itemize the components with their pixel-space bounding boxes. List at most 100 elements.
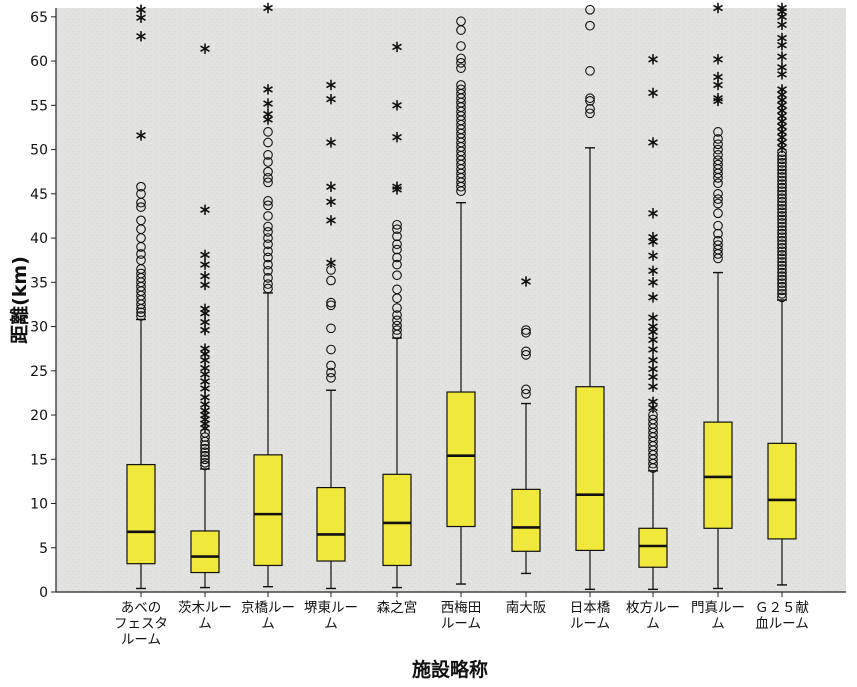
outlier-marker xyxy=(777,182,787,193)
outlier-marker xyxy=(392,252,402,263)
outlier-marker xyxy=(263,252,273,263)
y-tick-label: 20 xyxy=(30,408,48,424)
iqr-box xyxy=(767,442,797,540)
outlier-marker xyxy=(777,186,787,197)
outlier-marker xyxy=(392,219,402,230)
outlier-marker xyxy=(263,259,273,270)
extreme-stroke xyxy=(200,371,210,378)
extreme-stroke xyxy=(648,209,658,217)
extreme-marker xyxy=(326,181,336,192)
extreme-stroke xyxy=(326,81,336,89)
outlier-marker xyxy=(777,200,787,211)
extreme-marker xyxy=(648,265,658,276)
outlier-marker xyxy=(713,228,723,239)
boxes xyxy=(126,2,797,591)
outlier-marker xyxy=(777,207,787,218)
extreme-stroke xyxy=(136,132,146,139)
extreme-stroke xyxy=(648,233,658,241)
outlier-marker xyxy=(200,440,210,450)
extreme-stroke xyxy=(777,4,787,12)
extreme-marker xyxy=(136,130,146,141)
outlier-marker xyxy=(136,255,146,266)
extreme-marker xyxy=(648,321,658,332)
outlier-marker xyxy=(777,228,787,239)
outlier-marker xyxy=(777,278,787,289)
extreme-stroke xyxy=(200,364,210,372)
extreme-stroke xyxy=(777,112,787,120)
iqr-box xyxy=(511,488,541,552)
y-tick-label: 65 xyxy=(30,10,48,26)
x-category-label: 堺東ルーム xyxy=(304,600,358,632)
outlier-marker xyxy=(136,181,146,192)
y-tick-label: 60 xyxy=(30,54,48,70)
outlier-marker xyxy=(200,457,210,468)
x-category-label: 西梅田ルーム xyxy=(441,600,482,632)
outlier-marker xyxy=(521,384,531,395)
extreme-marker xyxy=(648,396,658,407)
extreme-stroke xyxy=(136,6,146,14)
extreme-marker xyxy=(648,231,658,243)
outlier-marker xyxy=(777,179,787,189)
extreme-marker xyxy=(392,100,402,111)
outlier-marker xyxy=(521,350,531,360)
outlier-marker xyxy=(777,161,787,172)
extreme-marker xyxy=(200,316,210,328)
extreme-stroke xyxy=(521,278,531,285)
extreme-stroke xyxy=(648,398,658,406)
extreme-marker xyxy=(521,276,531,287)
outlier-marker xyxy=(200,447,210,458)
extreme-stroke xyxy=(777,63,787,71)
extreme-stroke xyxy=(136,14,146,22)
extreme-stroke xyxy=(713,56,723,63)
outlier-marker xyxy=(136,307,146,318)
extreme-marker xyxy=(392,181,402,192)
extreme-marker xyxy=(648,87,658,99)
outlier-marker xyxy=(392,315,402,326)
outlier-marker xyxy=(777,221,787,232)
axes: 05101520253035404550556065あべのフェスタルーム茨木ルー… xyxy=(30,8,846,648)
box-group xyxy=(190,43,220,589)
outlier-marker xyxy=(392,231,402,242)
extreme-stroke xyxy=(200,318,210,326)
outlier-marker xyxy=(585,108,595,119)
x-category-label-line: フェスタ xyxy=(114,616,168,632)
extreme-stroke xyxy=(392,133,402,141)
extreme-marker xyxy=(648,54,658,65)
x-category-label-line: ム xyxy=(261,616,275,632)
extreme-stroke xyxy=(326,139,336,146)
extreme-marker xyxy=(200,392,210,403)
extreme-marker xyxy=(392,41,402,53)
extreme-stroke xyxy=(263,110,273,118)
box-group xyxy=(253,2,283,588)
extreme-stroke xyxy=(777,139,787,146)
iqr-box xyxy=(126,463,156,565)
outlier-marker xyxy=(777,196,787,207)
extreme-stroke xyxy=(777,117,787,125)
extreme-marker xyxy=(263,98,273,109)
extreme-marker xyxy=(200,259,210,270)
extreme-marker xyxy=(263,108,273,120)
extreme-stroke xyxy=(648,404,658,412)
outlier-marker xyxy=(521,346,531,357)
extreme-stroke xyxy=(713,73,723,81)
outlier-marker xyxy=(392,320,402,331)
x-category-label-line: 枚方ルー xyxy=(626,600,680,616)
outlier-marker xyxy=(136,311,146,321)
x-category-label-line: 血ルーム xyxy=(755,616,809,632)
iqr-box xyxy=(316,486,346,562)
extreme-stroke xyxy=(777,91,787,99)
outlier-marker xyxy=(777,165,787,175)
outlier-marker xyxy=(777,242,787,253)
extreme-stroke xyxy=(392,183,402,191)
outlier-marker xyxy=(777,246,787,257)
outlier-marker xyxy=(777,264,787,274)
box-group xyxy=(126,4,156,590)
outlier-marker xyxy=(777,271,787,281)
extreme-marker xyxy=(648,363,658,375)
extreme-marker xyxy=(777,84,787,95)
extreme-marker xyxy=(777,51,787,62)
outlier-marker xyxy=(136,202,146,212)
x-category-label: あべのフェスタルーム xyxy=(114,600,168,648)
extreme-marker xyxy=(200,204,210,215)
